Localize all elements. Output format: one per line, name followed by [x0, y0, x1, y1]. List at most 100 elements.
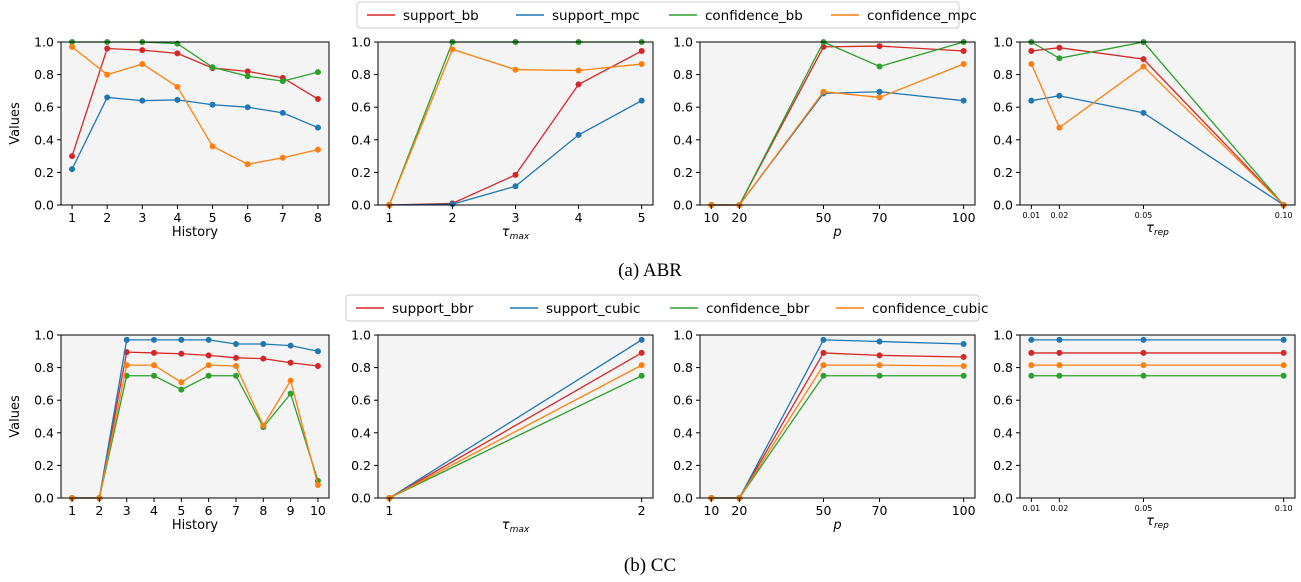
plot-r1-c3-point-support_cubic-1	[1056, 336, 1063, 343]
plot-r0-c3-ytick-label-2: 0.4	[993, 132, 1013, 147]
plot-r1-c3-point-confidence_cubic-2	[1140, 362, 1147, 369]
plot-r1-c2-ytick-label-4: 0.8	[673, 360, 693, 375]
plot-r0-c0-point-support_mpc-1	[104, 94, 111, 101]
plot-r1-c1-background	[378, 335, 653, 498]
plot-r1-c0-point-support_bbr-6	[232, 354, 239, 361]
plot-r0-c3-ytick-label-0: 0.0	[993, 198, 1013, 213]
plot-r1-c2-point-confidence_cubic-4	[960, 362, 967, 369]
plot-r1-c2-xtick-label-2: 50	[816, 503, 832, 518]
plot-r0-c2-point-confidence_mpc-3	[876, 94, 883, 101]
plot-r0-c3-ytick-label-1: 0.2	[993, 165, 1013, 180]
plot-r0-c0: 0.0 0.2 0.4 0.6 0.8 1.0 1 2 3 4 5 6 7 8 History Values	[8, 35, 330, 240]
plot-r0-c3-point-support_bb-2	[1140, 56, 1147, 63]
plot-r0-c3-xtick-label-3: 0.10	[1275, 211, 1293, 220]
plot-r0-c0-frame	[60, 41, 330, 206]
plot-r0-c2-xtick-label-4: 100	[952, 210, 976, 225]
plot-r0-c3-line-support_bb	[1031, 47, 1285, 206]
plot-r1-c3-ytick-label-5: 1.0	[993, 328, 1013, 343]
plot-r1-c2-point-support_bbr-2	[820, 349, 827, 356]
plot-r1-c0-point-confidence_cubic-9	[314, 481, 321, 488]
plot-r0-c1-point-support_bb-3	[575, 81, 582, 88]
plot-r1-c1-frame	[377, 334, 654, 499]
plot-r1-c1-line-confidence_bbr	[389, 375, 642, 499]
plot-r0-c0-point-support_bb-0	[69, 153, 76, 160]
plot-r1-c3-xtick-label-1: 0.02	[1050, 504, 1068, 513]
plot-r1-c0-point-confidence_cubic-3	[151, 362, 158, 369]
plot-r1-c0-point-support_cubic-9	[314, 348, 321, 355]
plot-r1-c2-ytick-label-0: 0.0	[673, 491, 693, 506]
plot-r0-c2-point-support_bb-4	[960, 47, 967, 54]
plot-r1-c0-point-confidence_cubic-7	[260, 422, 267, 429]
plot-r1-c3-point-confidence_bbr-2	[1140, 372, 1147, 379]
plot-r1-c3-background	[1020, 335, 1295, 498]
plot-r1-c0-xtick-label-6: 7	[232, 503, 240, 518]
plot-r1-c3-point-confidence_cubic-1	[1056, 362, 1063, 369]
plot-r0-c3-xtick-label-1: 0.02	[1050, 211, 1068, 220]
plot-r1-c0-point-confidence_bbr-8	[287, 390, 294, 397]
plot-r0-c3-point-confidence_mpc-0	[1028, 61, 1035, 67]
plot-r1-c0-point-support_cubic-8	[287, 342, 294, 349]
plot-r0-c1: 0.0 0.2 0.4 0.6 0.8 1.0 1 2 3 4 5 τmax	[351, 35, 654, 242]
plot-r1-c0-point-support_cubic-7	[260, 340, 267, 347]
plot-r1-c0-xtick-label-0: 1	[68, 503, 76, 518]
plot-r1-c3-xlabel: τrep	[1146, 514, 1169, 531]
plot-r1-c3-point-confidence_bbr-1	[1056, 372, 1063, 379]
plot-r1-c0-point-support_bbr-3	[151, 349, 158, 356]
plot-r1-c0-ytick-label-4: 0.8	[34, 360, 54, 375]
plot-r0-c0-ytick-label-4: 0.8	[34, 67, 54, 82]
legend-label-confidence_bbr: confidence_bbr	[706, 301, 810, 317]
plot-r1-c1-ytick-label-1: 0.2	[351, 458, 371, 473]
plot-r0-c0-point-support_bb-2	[139, 47, 146, 54]
legend-label-support_mpc: support_mpc	[552, 8, 640, 24]
plot-r1-c2-background	[700, 335, 975, 498]
plot-r0-c0-xtick-label-6: 7	[279, 210, 287, 225]
plot-r0-c2-point-support_mpc-3	[876, 88, 883, 95]
plot-r0-c0-point-confidence_mpc-2	[139, 61, 146, 67]
plot-r0-c0-point-confidence_mpc-6	[279, 154, 286, 161]
plot-r0-c2-point-confidence_mpc-2	[820, 88, 827, 95]
plot-r1-c1-point-confidence_bbr-1	[638, 372, 645, 379]
plot-r1-c2-xtick-label-3: 70	[872, 503, 888, 518]
plot-r0-c0-point-support_mpc-6	[279, 109, 286, 116]
plot-r1-c0-point-confidence_bbr-3	[151, 372, 158, 379]
plot-r1-c0-line-confidence_bbr	[72, 375, 319, 499]
plot-r0-c2-point-confidence_mpc-4	[960, 61, 967, 67]
plot-r0-c0-ytick-label-3: 0.6	[34, 100, 54, 115]
plot-r1-c3-point-support_bbr-0	[1028, 349, 1035, 356]
plot-r0-c1-xtick-label-1: 2	[448, 210, 456, 225]
plot-r0-c1-point-confidence_mpc-1	[449, 46, 456, 53]
plot-r1-c3-xtick-label-0: 0.01	[1022, 504, 1040, 513]
plot-r0-c0-point-support_bb-5	[244, 68, 251, 75]
plot-r1-c0-background	[61, 335, 329, 498]
plot-r0-c0-line-confidence_mpc	[71, 46, 319, 165]
plot-r0-c3-line-support_mpc	[1031, 95, 1285, 206]
plot-r1-c3-ytick-label-0: 0.0	[993, 491, 1013, 506]
plot-r1-c2-ytick-label-5: 1.0	[673, 328, 693, 343]
plot-r1-c2-ytick-label-3: 0.6	[673, 393, 693, 408]
plot-r0-c0-point-confidence_mpc-1	[104, 71, 111, 78]
plot-r0-c0-ytick-label-2: 0.4	[34, 132, 54, 147]
plot-r0-c1-xtick-label-0: 1	[385, 210, 393, 225]
plot-r1-c2-xtick-label-1: 20	[731, 503, 747, 518]
plot-r1-c1-point-support_cubic-1	[638, 336, 645, 343]
caption-cc: (b) CC	[624, 555, 676, 576]
plot-r0-c1-ytick-label-3: 0.6	[351, 100, 371, 115]
plot-r1-c3-xtick-label-2: 0.05	[1135, 504, 1153, 513]
plot-r1-c0-point-support_cubic-3	[151, 336, 158, 343]
plot-r0-c2-xtick-label-3: 70	[872, 210, 888, 225]
plot-r1-c0-xtick-label-3: 4	[150, 503, 158, 518]
plot-r0-c3: 0.0 0.2 0.4 0.6 0.8 1.0 0.01 0.02 0.05 0.10 τrep	[993, 35, 1296, 238]
plot-r0-c3-point-support_bb-0	[1028, 47, 1035, 54]
plot-r1-c3-ytick-label-4: 0.8	[993, 360, 1013, 375]
plot-r1-c0-point-confidence_cubic-2	[123, 362, 130, 369]
plot-r1-c2-xtick-label-4: 100	[952, 503, 976, 518]
plot-r1-c3-point-support_cubic-0	[1028, 336, 1035, 343]
plot-r1-c0-xtick-label-4: 5	[177, 503, 185, 518]
plot-r1-c1-ytick-label-4: 0.8	[351, 360, 371, 375]
plot-r0-c1-ytick-label-5: 1.0	[351, 35, 371, 50]
plot-r1-c0-xtick-label-2: 3	[123, 503, 131, 518]
plot-r1-c2: 0.0 0.2 0.4 0.6 0.8 1.0 10 20 50 70 100 p	[673, 328, 976, 534]
plot-r0-c2-point-support_bb-3	[876, 43, 883, 50]
plot-r1-c0-point-confidence_bbr-5	[205, 372, 212, 379]
plot-r0-c3-xtick-label-0: 0.01	[1022, 211, 1040, 220]
